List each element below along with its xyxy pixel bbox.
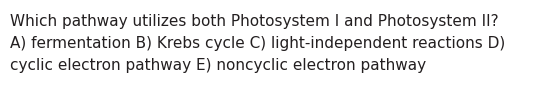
Text: A) fermentation B) Krebs cycle C) light-independent reactions D): A) fermentation B) Krebs cycle C) light-… bbox=[10, 36, 505, 51]
Text: Which pathway utilizes both Photosystem I and Photosystem II?: Which pathway utilizes both Photosystem … bbox=[10, 14, 499, 29]
Text: cyclic electron pathway E) noncyclic electron pathway: cyclic electron pathway E) noncyclic ele… bbox=[10, 58, 426, 73]
